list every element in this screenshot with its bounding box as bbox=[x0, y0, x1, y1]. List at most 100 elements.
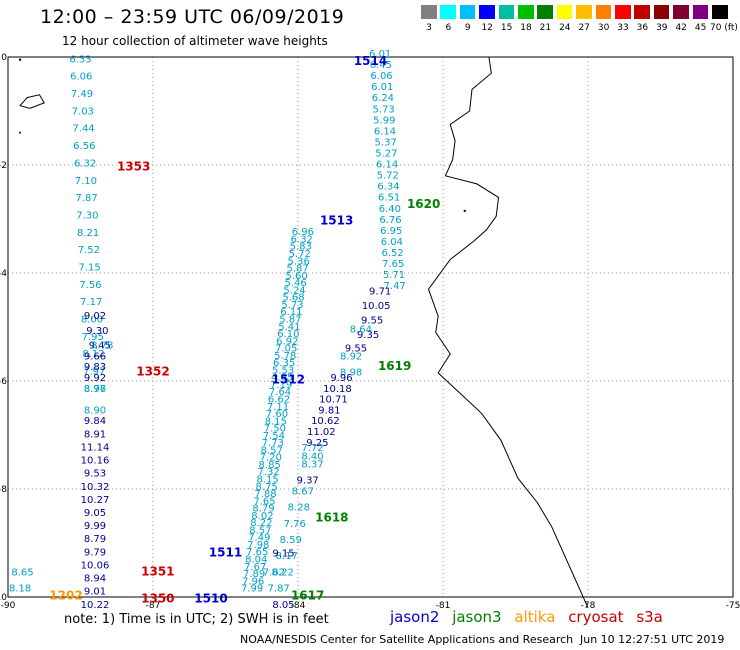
wave-height-value: 7.65 bbox=[253, 496, 275, 507]
legend-swatch bbox=[595, 5, 613, 19]
wave-height-value: 9.81 bbox=[318, 405, 340, 416]
wave-height-value: 8.67 bbox=[292, 486, 314, 497]
wave-height-value: 11.14 bbox=[81, 442, 110, 453]
wave-height-value: 5.87 bbox=[287, 264, 309, 275]
legend-label: 27 bbox=[578, 23, 590, 33]
galapagos-island bbox=[19, 94, 45, 109]
plot-frame bbox=[7, 56, 734, 598]
wave-height-value: 9.37 bbox=[297, 476, 319, 487]
x-tick-label: -84 bbox=[291, 601, 306, 611]
x-tick-label: -78 bbox=[581, 601, 596, 611]
wave-height-value: 7.64 bbox=[269, 387, 291, 398]
wave-height-value: 7.32 bbox=[258, 467, 280, 478]
wave-height-value: 9.45 bbox=[89, 341, 111, 352]
wave-height-value: 11.02 bbox=[307, 427, 336, 438]
wave-height-value: 10.22 bbox=[81, 600, 110, 611]
wave-height-value: 7.10 bbox=[75, 176, 97, 187]
wave-height-value: 7.72 bbox=[301, 443, 323, 454]
legend-swatch bbox=[537, 5, 554, 19]
wave-height-value: 8.00 bbox=[81, 314, 103, 325]
wave-height-value: 9.53 bbox=[84, 469, 106, 480]
pass-number-label: 1351 bbox=[141, 564, 174, 578]
legend-label: 30 bbox=[597, 23, 610, 33]
wave-height-value: 7.62 bbox=[263, 567, 285, 578]
wave-height-value: 6.92 bbox=[276, 336, 298, 347]
sat-s3a: s3a bbox=[636, 608, 663, 626]
wave-height-value: 7.15 bbox=[79, 262, 101, 273]
pass-number-label: 1512 bbox=[272, 373, 305, 387]
wave-height-value: 7.17 bbox=[80, 297, 102, 308]
wave-height-value: 5.78 bbox=[274, 351, 296, 362]
wave-height-value: 8.22 bbox=[272, 567, 294, 578]
wave-height-value: 8.21 bbox=[77, 228, 99, 239]
wave-height-value: 8.92 bbox=[340, 351, 362, 362]
wave-height-value: 7.05 bbox=[275, 344, 297, 355]
wave-height-value: 6.35 bbox=[273, 358, 295, 369]
wave-height-value: 6.95 bbox=[380, 226, 402, 237]
wave-height-value: 5.24 bbox=[283, 285, 305, 296]
wave-height-value: 8.15 bbox=[265, 416, 287, 427]
wave-height-value: 4.65 bbox=[271, 373, 293, 384]
wave-height-value: 7.65 bbox=[246, 547, 268, 558]
wave-height-value: 7.44 bbox=[72, 124, 94, 135]
wave-height-value: 6.24 bbox=[372, 93, 394, 104]
footer-note: note: 1) Time is in UTC; 2) SWH is in fe… bbox=[64, 612, 329, 627]
wave-height-value: 8.59 bbox=[280, 535, 302, 546]
wave-height-value: 5.72 bbox=[377, 171, 399, 182]
legend-label: 12 bbox=[481, 23, 493, 33]
legend-label: 70 (ft) bbox=[710, 23, 738, 33]
y-tick-label: -8 bbox=[0, 485, 7, 495]
wave-height-value: 8.12 bbox=[82, 349, 104, 360]
generated-timestamp: Jun 10 12:27:51 UTC 2019 bbox=[580, 633, 725, 646]
legend-swatch bbox=[634, 5, 651, 19]
legend-label: 9 bbox=[464, 23, 471, 33]
coastline bbox=[18, 56, 589, 609]
wave-height-value: 7.73 bbox=[262, 438, 284, 449]
wave-height-value: 7.98 bbox=[247, 540, 269, 551]
wave-height-value: 6.11 bbox=[280, 307, 302, 318]
wave-height-value: 8.79 bbox=[252, 504, 274, 515]
wave-height-value: 7.97 bbox=[83, 366, 105, 377]
sat-jason3: jason3 bbox=[452, 608, 502, 626]
wave-height-value: 9.05 bbox=[84, 508, 106, 519]
wave-height-value: 7.87 bbox=[75, 193, 97, 204]
pass-number-label: 1514 bbox=[354, 54, 387, 68]
wave-height-value: 8.40 bbox=[301, 451, 323, 462]
wave-height-value: 9.30 bbox=[86, 326, 108, 337]
wave-height-value: 8.94 bbox=[84, 574, 106, 585]
pass-number-label: 1617 bbox=[291, 589, 324, 603]
wave-height-value: 10.05 bbox=[362, 301, 391, 312]
wave-height-value: 9.66 bbox=[84, 351, 106, 362]
y-tick-label: 0 bbox=[1, 53, 7, 63]
wave-height-value: 5.73 bbox=[281, 300, 303, 311]
wave-height-value: 8.65 bbox=[11, 567, 33, 578]
y-tick-label: -10 bbox=[0, 593, 7, 603]
legend-label: 21 bbox=[539, 23, 552, 33]
wave-height-value: 9.92 bbox=[84, 373, 106, 384]
wave-height-value: 5.53 bbox=[272, 365, 294, 376]
wave-height-value: 9.83 bbox=[84, 362, 106, 373]
coastline-path bbox=[427, 56, 589, 609]
wave-height-value: 6.01 bbox=[371, 82, 393, 93]
wave-height-value: 6.32 bbox=[74, 158, 96, 169]
legend-label: 39 bbox=[656, 23, 668, 33]
wave-height-value: 5.36 bbox=[288, 256, 310, 267]
wave-height-value: 8.15 bbox=[256, 474, 278, 485]
small-island bbox=[19, 131, 22, 134]
wave-height-value: 5.73 bbox=[372, 104, 394, 115]
wave-height-value: 9.01 bbox=[84, 587, 106, 598]
wave-height-value: 8.90 bbox=[84, 405, 106, 416]
wave-height-value: 5.72 bbox=[289, 249, 311, 260]
wave-height-value: 5.87 bbox=[279, 314, 301, 325]
wave-height-value: 7.52 bbox=[78, 245, 100, 256]
sat-jason2: jason2 bbox=[390, 608, 440, 626]
axis-ticks: -90 -87 -84 -81 -78 -75 0 -2 -4 -6 -8 -10 bbox=[0, 53, 740, 611]
wave-height-value: 7.65 bbox=[382, 259, 404, 270]
map-frame bbox=[7, 56, 734, 598]
wave-height-value: 7.47 bbox=[384, 281, 406, 292]
wave-height-value: 8.18 bbox=[9, 584, 31, 595]
legend-swatch bbox=[673, 5, 690, 19]
wave-height-value: 6.62 bbox=[268, 394, 290, 405]
pass-number-label: 1620 bbox=[407, 197, 440, 211]
